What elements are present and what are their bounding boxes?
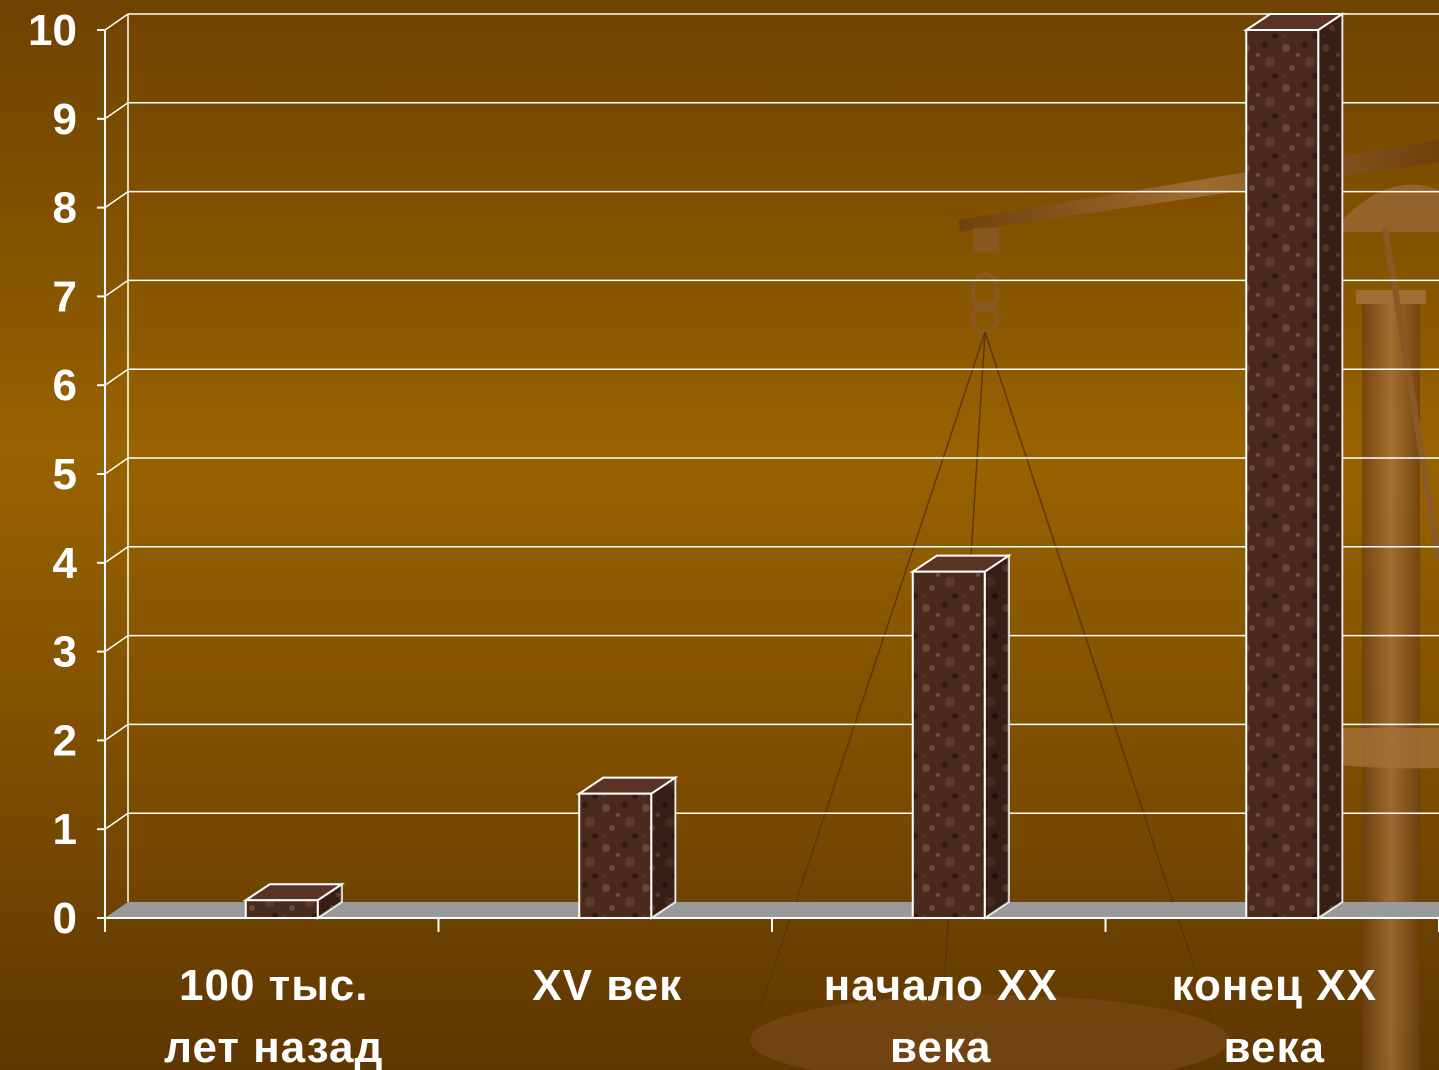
gridline-depth <box>104 546 129 564</box>
gridline-depth <box>104 13 129 31</box>
y-tick-label: 6 <box>53 361 77 410</box>
bar-front <box>911 570 986 919</box>
bar <box>1242 12 1346 920</box>
gridline-depth <box>104 102 129 120</box>
scale-icon <box>750 140 1439 1070</box>
bars <box>242 12 1346 920</box>
bar-side-shade <box>984 555 1009 918</box>
x-tick-label: XV век <box>532 961 682 1010</box>
gridline-depth <box>104 457 129 475</box>
x-tick-label: начало XX века <box>824 961 1058 1070</box>
bar-front <box>578 792 653 919</box>
gridlines <box>104 13 1439 918</box>
gridline-depth <box>104 279 129 298</box>
gridline-depth <box>104 190 129 209</box>
x-tick-label: 100 тыс. лет назад <box>164 961 383 1070</box>
bar-side-shade <box>317 884 342 918</box>
gridline-depth <box>104 812 129 830</box>
bar-front <box>244 899 319 919</box>
bar-front <box>1245 29 1320 919</box>
gridline-depth <box>104 723 129 742</box>
gridline-depth <box>104 368 129 386</box>
y-tick-label: 2 <box>53 716 77 765</box>
axes <box>97 29 1439 932</box>
x-tick-labels: 100 тыс. лет назад XV век начало XX века коне… <box>164 961 1377 1070</box>
chart-floor <box>105 902 1439 918</box>
y-tick-label: 8 <box>53 184 77 233</box>
y-tick-label: 1 <box>53 805 77 854</box>
y-tick-label: 9 <box>53 95 77 144</box>
y-tick-labels: 0 1 2 3 4 5 6 7 8 9 10 <box>28 6 77 943</box>
bar-side-shade <box>1318 14 1343 918</box>
bar-side-shade <box>651 777 676 918</box>
y-tick-label: 0 <box>53 894 77 943</box>
x-tick-label: конец XX века <box>1172 961 1377 1070</box>
bar <box>909 553 1013 920</box>
gridline-depth <box>104 634 129 653</box>
y-tick-label: 4 <box>53 539 78 588</box>
y-tick-label: 10 <box>28 6 77 55</box>
y-tick-label: 5 <box>53 450 77 499</box>
bar <box>575 775 679 920</box>
y-tick-label: 3 <box>53 628 77 677</box>
y-tick-label: 7 <box>53 272 77 321</box>
bar <box>242 882 346 920</box>
